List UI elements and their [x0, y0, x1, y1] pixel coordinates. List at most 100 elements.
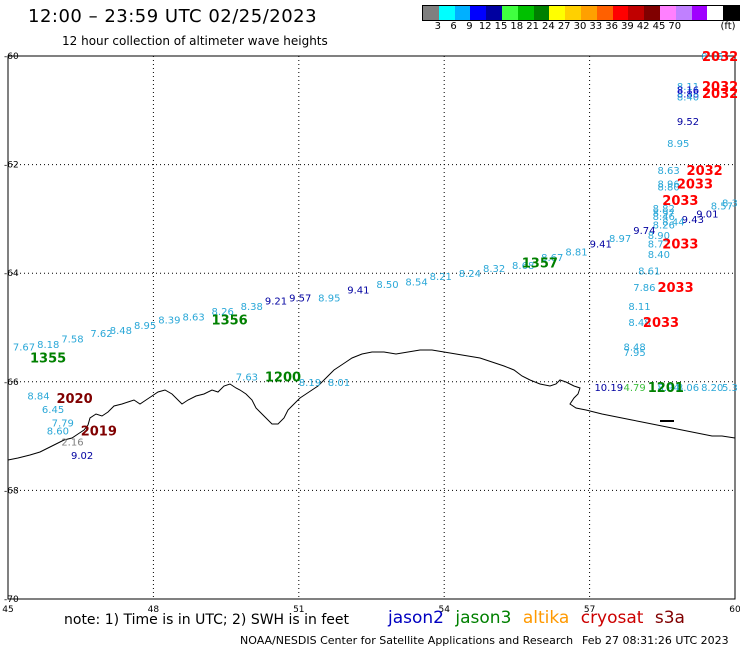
swh-value-label: 10.19: [594, 383, 623, 394]
swh-value-label: 8.50: [376, 280, 398, 291]
colorbar-swatch: [675, 6, 692, 20]
swh-value-label: 4.79: [624, 383, 646, 394]
colorbar-label: 21: [526, 21, 539, 32]
colorbar-swatch: [501, 6, 518, 20]
swh-value-label: 8.01: [328, 378, 350, 389]
ice-shelf-marker: [660, 420, 674, 422]
swh-value-label: 8.95: [134, 321, 156, 332]
swh-value-label: 8.11: [628, 302, 650, 313]
colorbar-swatch: [580, 6, 597, 20]
pass-labels: 2032203220322032203320332033203320331357…: [30, 50, 738, 440]
colorbar-swatch: [644, 6, 660, 20]
swh-value-label: 8.48: [628, 318, 650, 329]
footer-note: note: 1) Time is in UTC; 2) SWH is in fe…: [64, 612, 350, 628]
swh-value-label: 8.26: [653, 220, 675, 231]
pass-number-label: 2033: [662, 194, 698, 209]
colorbar-swatch: [659, 6, 676, 20]
longitude-tick-label: 57: [584, 605, 595, 615]
swh-value-label: 8.77: [648, 239, 670, 250]
swh-value-label: 8.97: [609, 234, 631, 245]
colorbar-label: 15: [494, 21, 508, 32]
swh-value-label: 7.67: [13, 343, 35, 354]
swh-value-label: 8.38: [241, 302, 263, 313]
colorbar-label: 3: [434, 21, 441, 32]
colorbar-label: 30: [573, 21, 587, 32]
swh-value-label: 8.21: [430, 272, 452, 283]
pass-number-label: 1357: [522, 256, 558, 271]
swh-value-label: 9.01: [696, 209, 718, 220]
swh-value-label: 8.40: [648, 250, 670, 261]
swh-value-label: 8.61: [638, 266, 660, 277]
legend-s3a: s3a: [654, 608, 685, 628]
colorbar-swatch: [438, 6, 455, 20]
colorbar-label: 45: [652, 21, 666, 32]
legend-altika: altika: [522, 608, 570, 628]
swh-value-label: 8.48: [110, 326, 132, 337]
latitude-tick-label: -68: [4, 486, 19, 496]
latitude-tick-label: -64: [4, 269, 19, 279]
swh-value-label: 6.45: [42, 405, 64, 416]
swh-value-label: 9.02: [71, 451, 93, 462]
colorbar-swatch: [628, 6, 645, 20]
swh-value-label: 2.16: [61, 438, 83, 449]
swh-value-label: 8.20: [701, 383, 723, 394]
swh-value-label: 9.74: [633, 226, 655, 237]
swh-value-label: 8.88: [677, 89, 699, 100]
colorbar-label: (ft): [720, 21, 736, 32]
swh-value-label: 8.46: [653, 212, 675, 223]
pass-number-label: 2032: [687, 164, 723, 179]
map-subtitle: 12 hour collection of altimeter wave hei…: [62, 34, 328, 48]
colorbar-label: 39: [621, 21, 634, 32]
swh-value-label: 7.58: [61, 334, 83, 345]
swh-value-label: 8.40: [677, 93, 699, 104]
colorbar-label: 42: [636, 21, 650, 32]
longitude-tick-label: 60: [729, 605, 740, 615]
swh-value-label: 8.44: [662, 218, 684, 229]
pass-number-label: 2033: [662, 237, 698, 252]
longitude-tick-label: 48: [148, 605, 160, 615]
swh-value-label: 7.62: [90, 329, 112, 340]
swh-values: 8.158.118.168.888.409.528.958.638.968.80…: [13, 52, 738, 462]
colorbar-labels: 3 6 9 12 15 18 21 24 27 30 33 36 39 42 45 70 (ft): [422, 21, 740, 33]
latitude-tick-label: -66: [4, 378, 19, 388]
map-frame: [7, 55, 736, 600]
colorbar-swatch: [486, 6, 502, 20]
colorbar-swatch: [691, 6, 708, 20]
satellite-legend: jason2 jason3 altika cryosat s3a: [388, 608, 691, 628]
colorbar-label: 36: [605, 21, 618, 32]
pass-number-label: 2033: [657, 281, 693, 296]
swh-value-label: 8.67: [541, 253, 563, 264]
latitude-tick-label: -70: [4, 595, 19, 605]
colorbar-swatch: [533, 6, 550, 20]
swh-value-label: 8.84: [27, 391, 49, 402]
colorbar-swatch: [565, 6, 581, 20]
swh-value-label: 8.81: [565, 247, 587, 258]
swh-value-label: 9.41: [347, 285, 369, 296]
pass-number-label: 2033: [643, 316, 679, 331]
swh-value-label: 7.86: [633, 283, 655, 294]
colorbar-label: 6: [450, 21, 457, 32]
swh-value-label: 8.24: [459, 269, 481, 280]
swh-value-label: 8.95: [318, 294, 340, 305]
colorbar-label: 27: [557, 21, 571, 32]
swh-value-label: 9.21: [265, 296, 287, 307]
colorbar-swatch: [596, 6, 613, 20]
latitude-tick-label: -62: [4, 161, 19, 171]
pass-number-label: 2032: [702, 87, 738, 102]
colorbar-label: 24: [542, 21, 555, 32]
swh-value-label: 8.82: [653, 204, 675, 215]
swh-value-label: 8.11: [677, 82, 699, 93]
colorbar-swatch: [454, 6, 471, 20]
swh-value-label: 8.39: [158, 315, 180, 326]
colorbar-swatch: [423, 6, 439, 20]
swh-value-label: 5.3: [722, 383, 738, 394]
credit-text: NOAA/NESDIS Center for Satellite Applica…: [240, 634, 574, 647]
swh-value-label: 8.19: [299, 378, 321, 389]
pass-number-label: 2019: [81, 425, 117, 440]
swh-value-label: 8.80: [657, 182, 679, 193]
pass-number-label: 2033: [677, 178, 713, 193]
swh-value-label: 8.68: [512, 261, 534, 272]
swh-value-label: 9.57: [289, 294, 311, 305]
colorbar-swatch: [517, 6, 534, 20]
pass-number-label: 2032: [702, 80, 738, 95]
